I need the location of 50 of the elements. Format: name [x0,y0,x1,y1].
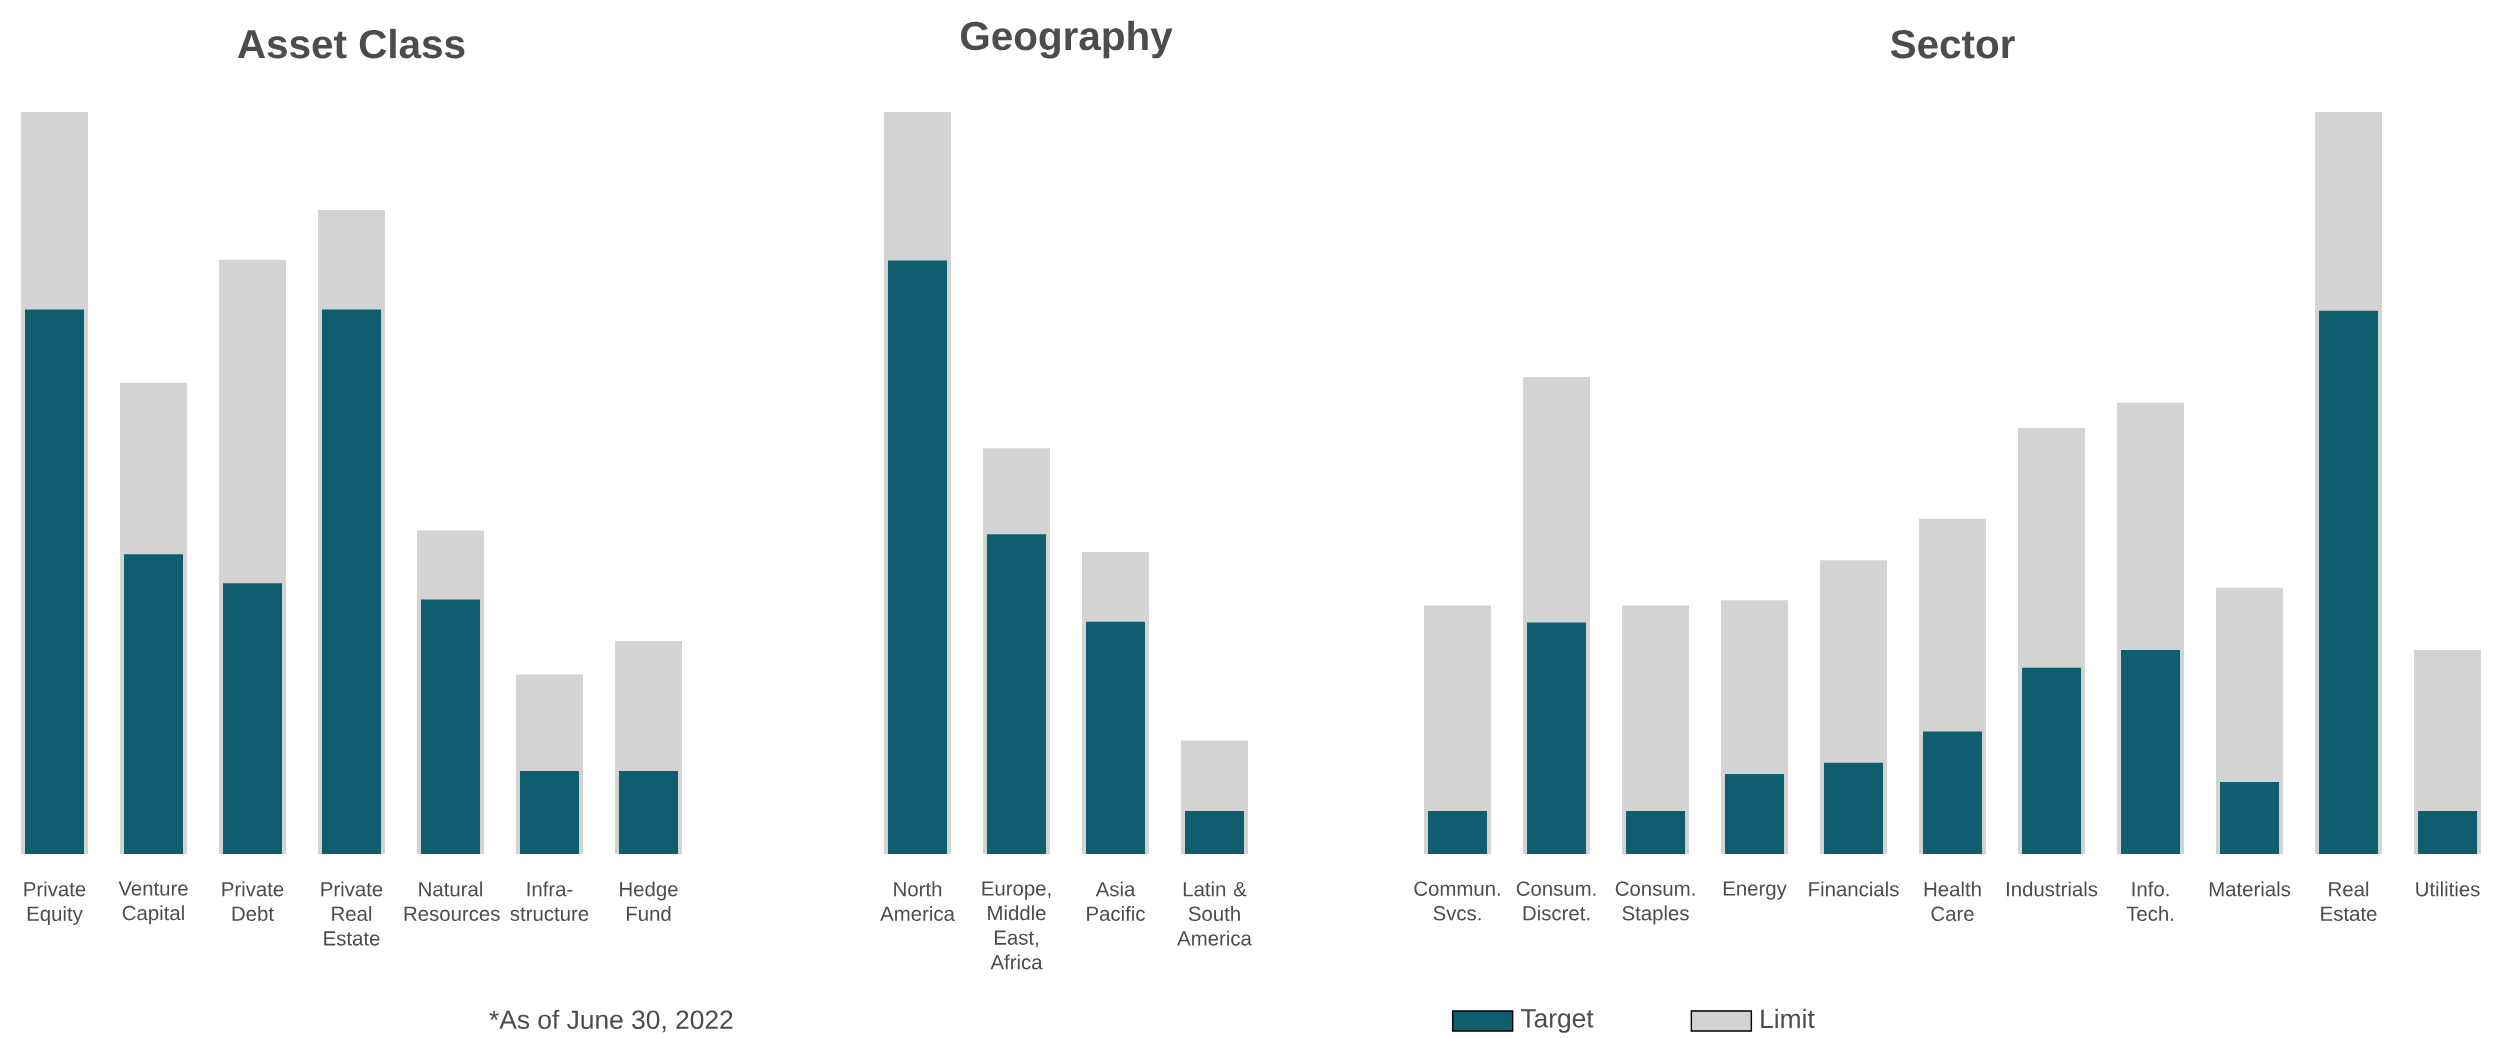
bar [124,554,183,855]
x-tick-label: Private Equity [24,881,86,926]
x-tick-label: Health Care [1924,881,1981,922]
bar [1428,810,1488,855]
bar [2319,310,2379,855]
x-tick-label: Info. Tech. [2126,881,2174,922]
bar [2022,667,2082,855]
chart-title: Geography [960,20,1173,59]
x-tick-label: Asia Pacific [1087,881,1145,922]
x-tick-label: North America [880,881,955,922]
bar [223,583,282,855]
bar [1923,731,1983,855]
x-tick-label: Energy [1723,881,1787,900]
x-tick-label: Venture Capital [118,881,188,925]
bar [1824,762,1884,855]
chart-title: Sector [1890,29,2015,59]
legend-label: Limit [1761,1008,1815,1029]
bar [1527,622,1587,855]
x-tick-label: Materials [2209,881,2291,897]
bar [1185,810,1245,855]
x-tick-label: Real Estate [2321,881,2377,922]
x-tick-label: Financials [1809,881,1899,897]
bar [1725,773,1785,855]
text: *As of June 30, 2022 [489,1009,733,1033]
x-tick-label: Consum. Discret. [1516,881,1596,921]
bar [888,260,948,855]
bar [322,309,381,855]
bar [520,770,579,855]
bar [421,599,480,855]
legend-label: Target [1520,1009,1594,1033]
x-tick-label: Utilities [2416,881,2480,897]
x-tick-label: Private Real Estate [321,881,383,946]
x-tick-label: Hedge Fund [620,881,678,922]
bar [2121,649,2181,855]
x-tick-label: Europe, Middle East, Africa [982,881,1051,970]
bar [2220,782,2280,855]
bar [25,309,85,855]
x-tick-label: Industrials [2006,881,2098,897]
chart-title: Asset Class [237,28,465,59]
bar [1086,621,1146,855]
bar [2418,810,2478,855]
bar [987,534,1047,855]
bar [619,770,678,855]
x-tick-label: Commun. Svcs. [1414,881,1500,921]
x-tick-label: Consum. Staples [1615,881,1695,925]
bar [1626,810,1686,855]
x-tick-label: Private Debt [222,881,284,922]
x-tick-label: Natural Resources [404,881,500,922]
x-tick-label: Latin & South America [1177,881,1252,946]
x-tick-label: Infra-structure [510,881,589,922]
